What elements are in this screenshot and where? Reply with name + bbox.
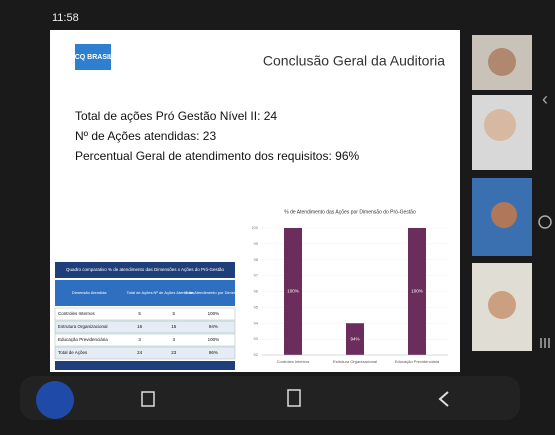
participant-face [488, 48, 516, 76]
table-header-bar [55, 280, 235, 306]
table-footer [55, 361, 235, 370]
table-cell: 15 [171, 324, 177, 329]
table-cell: 3 [138, 337, 141, 342]
y-tick-label: 99 [254, 241, 259, 246]
bar [284, 228, 302, 355]
bar [408, 228, 426, 355]
y-tick-label: 93 [254, 336, 259, 341]
logo-box [75, 44, 111, 70]
table-row [54, 333, 236, 347]
participants [472, 35, 532, 351]
table-cell: 100% [208, 311, 220, 316]
table-cell: 100% [208, 337, 220, 342]
table-cell: 3 [173, 337, 176, 342]
y-tick-label: 100 [251, 225, 258, 230]
participant-face [491, 202, 517, 228]
back-button[interactable] [438, 391, 449, 407]
table-row [54, 320, 236, 334]
x-tick-label: Estrutura Organizacional [333, 359, 377, 364]
table-cell: 16 [137, 324, 143, 329]
table-cell: 5 [138, 311, 141, 316]
share-button[interactable] [287, 389, 301, 407]
participant-face [484, 109, 516, 141]
nav-recent[interactable] [540, 338, 550, 348]
y-tick-label: 98 [254, 257, 259, 262]
table-header: % de Atendimento por Dimensão [184, 290, 243, 295]
y-tick-label: 95 [254, 304, 259, 309]
slide-title: Conclusão Geral da Auditoria [263, 53, 445, 69]
x-tick-label: Controles Internos [277, 359, 310, 364]
y-tick-label: 94 [254, 320, 259, 325]
table-cell: Educação Previdenciária [58, 337, 108, 342]
camera-button[interactable] [141, 391, 155, 407]
summary-line: Total de ações Pró Gestão Nível II: 24 [75, 109, 277, 123]
table-cell: 96% [209, 350, 218, 355]
bar [346, 323, 364, 355]
table-cell: Controles Internos [58, 311, 96, 316]
table-title-bar [55, 262, 235, 278]
toolbar [20, 376, 520, 420]
table-cell: Estrutura Organizacional [58, 324, 108, 329]
self-view[interactable] [36, 381, 74, 419]
table-row [54, 307, 236, 321]
chart-title: % de Atendimento das Ações por Dimensão … [284, 209, 416, 215]
y-tick-label: 96 [254, 289, 259, 294]
table-cell: 5 [173, 311, 176, 316]
summary-line: Nº de Ações atendidas: 23 [75, 129, 216, 143]
y-tick-label: 92 [254, 352, 259, 357]
table-title: Quadro comparativo % de atendimento das … [66, 267, 225, 272]
table-cell: 23 [171, 350, 177, 355]
value-label: 100% [411, 289, 423, 294]
participant-face [488, 291, 516, 319]
nav-back[interactable]: ‹ [542, 89, 548, 109]
logo: ICQ BRASIL [73, 54, 114, 61]
table-cell: Total de Ações [58, 350, 88, 355]
value-label: 94% [350, 336, 359, 341]
table-header: Total de Ações [127, 290, 153, 295]
table-cell: 94% [209, 324, 218, 329]
nav-home[interactable] [538, 215, 552, 229]
table-header: Nº de Ações Atendidas [153, 290, 194, 295]
table-cell: 24 [137, 350, 143, 355]
value-label: 100% [287, 289, 299, 294]
clock: 11:58 [52, 12, 79, 24]
summary-line: Percentual Geral de atendimento dos requ… [75, 149, 359, 163]
table-header: Dimensão Atendida [72, 290, 107, 295]
y-tick-label: 97 [254, 273, 259, 278]
x-tick-label: Educação Previdenciária [395, 359, 440, 364]
table-row [54, 346, 236, 360]
